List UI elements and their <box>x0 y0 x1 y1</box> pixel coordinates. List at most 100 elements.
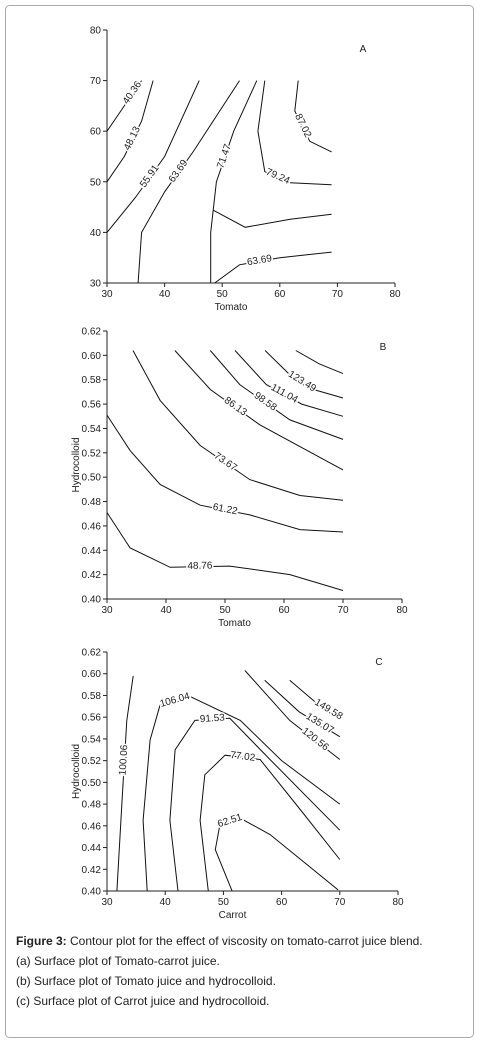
contour-label: 71.47 <box>215 142 234 170</box>
y-tick-label: 80 <box>90 26 102 37</box>
x-tick-label: 80 <box>396 605 408 616</box>
contour-line <box>214 817 339 892</box>
y-tick-label: 0.50 <box>82 778 102 789</box>
contour-line <box>142 695 341 892</box>
y-tick-label: 0.48 <box>82 497 102 508</box>
x-tick-label: 60 <box>274 289 286 300</box>
y-tick-label: 0.44 <box>82 546 102 557</box>
x-axis-label: Tomato <box>215 302 248 313</box>
y-tick-label: 0.48 <box>82 800 102 811</box>
contour-label: 106.04 <box>159 691 192 710</box>
y-tick-label: 0.60 <box>82 351 102 362</box>
contour-line <box>199 754 341 892</box>
contour-line <box>132 350 344 501</box>
contour-line <box>106 80 200 233</box>
y-tick-label: 30 <box>90 279 102 290</box>
contour-line <box>294 80 332 153</box>
contour-line <box>257 80 332 186</box>
y-tick-label: 0.46 <box>82 821 102 832</box>
y-tick-label: 0.54 <box>82 734 102 745</box>
y-tick-label: 0.58 <box>82 375 102 386</box>
contour-line <box>210 80 258 283</box>
y-tick-label: 70 <box>90 76 102 87</box>
y-tick-label: 50 <box>90 177 102 188</box>
contour-label: 40.36 <box>121 79 144 106</box>
panel-letter: A <box>360 44 367 55</box>
x-tick-label: 70 <box>332 289 344 300</box>
x-tick-label: 70 <box>334 897 346 908</box>
contour-label: 55.91 <box>138 163 162 190</box>
x-tick-label: 60 <box>278 605 290 616</box>
y-tick-label: 0.50 <box>82 473 102 484</box>
x-tick-label: 50 <box>219 605 231 616</box>
contour-label: 77.02 <box>230 750 257 764</box>
x-tick-label: 40 <box>160 897 172 908</box>
x-tick-label: 80 <box>389 289 401 300</box>
y-tick-label: 0.52 <box>82 756 102 767</box>
x-tick-label: 70 <box>337 605 349 616</box>
contour-line <box>106 512 344 591</box>
caption-line: (c) Surface plot of Carrot juice and hyd… <box>16 994 270 1008</box>
x-tick-label: 50 <box>217 289 229 300</box>
contour-line <box>209 350 344 440</box>
y-tick-label: 0.46 <box>82 521 102 532</box>
contour-line <box>106 80 143 132</box>
contour-label: 86.13 <box>222 395 249 419</box>
y-tick-label: 0.56 <box>82 400 102 411</box>
y-tick-label: 60 <box>90 127 102 138</box>
y-tick-label: 0.54 <box>82 424 102 435</box>
caption-text: Contour plot for the effect of viscosity… <box>66 934 423 948</box>
contour-line <box>174 350 344 471</box>
x-tick-label: 40 <box>159 289 171 300</box>
y-tick-label: 0.42 <box>82 865 102 876</box>
contour-line <box>137 80 240 284</box>
contour-line <box>244 670 341 760</box>
panel-letter: C <box>375 657 382 668</box>
caption-line: (b) Surface plot of Tomato juice and hyd… <box>16 974 276 988</box>
contour-line <box>212 209 332 228</box>
x-tick-label: 60 <box>276 897 288 908</box>
x-tick-label: 30 <box>101 289 113 300</box>
y-tick-label: 0.42 <box>82 570 102 581</box>
contour-line <box>295 350 344 375</box>
contour-label: 100.06 <box>118 744 131 776</box>
contour-line <box>169 717 341 892</box>
contour-line <box>234 350 344 417</box>
contour-label: 73.67 <box>212 451 239 474</box>
contour-label: 63.69 <box>246 253 273 268</box>
contour-line <box>289 679 341 718</box>
contour-line <box>264 350 344 399</box>
y-tick-label: 0.58 <box>82 691 102 702</box>
y-tick-label: 0.62 <box>82 327 102 338</box>
contour-line <box>214 251 332 284</box>
y-tick-label: 0.44 <box>82 843 102 854</box>
y-tick-label: 0.40 <box>82 887 102 898</box>
y-tick-label: 0.60 <box>82 669 102 680</box>
x-tick-label: 40 <box>160 605 172 616</box>
x-tick-label: 30 <box>101 897 113 908</box>
contour-label: 48.13 <box>122 125 143 153</box>
contour-label: 62.51 <box>216 812 244 830</box>
x-axis-label: Carrot <box>219 910 247 921</box>
x-axis-label: Tomato <box>218 618 251 629</box>
caption-label: Figure 3: <box>16 934 67 948</box>
contour-label: 91.53 <box>199 713 225 726</box>
x-tick-label: 50 <box>218 897 230 908</box>
caption-title: Figure 3: Contour plot for the effect of… <box>16 931 466 951</box>
contour-line <box>106 414 344 533</box>
frame <box>5 5 474 1038</box>
x-tick-label: 30 <box>101 605 113 616</box>
x-tick-label: 80 <box>392 897 404 908</box>
contour-label: 48.76 <box>187 560 213 572</box>
caption-line: (a) Surface plot of Tomato-carrot juice. <box>16 954 220 968</box>
contour-label: 61.22 <box>212 502 239 518</box>
contour-line <box>264 679 341 738</box>
contour-line <box>116 675 134 892</box>
y-tick-label: 0.56 <box>82 713 102 724</box>
y-tick-label: 0.40 <box>82 595 102 606</box>
contour-label: 79.24 <box>264 167 292 187</box>
contour-label: 87.02 <box>292 112 313 140</box>
panel-letter: B <box>380 342 387 353</box>
